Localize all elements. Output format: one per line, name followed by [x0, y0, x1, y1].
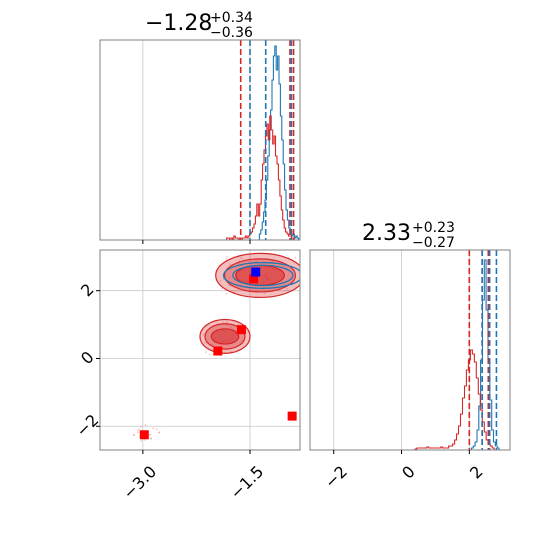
- scatter-sample-point: [240, 257, 243, 259]
- scatter-sample-point: [225, 324, 228, 326]
- hist-y-tick-label: 2: [466, 462, 487, 483]
- scatter-sample-point: [132, 433, 135, 436]
- scatter-sample-point: [225, 292, 228, 295]
- hist-y-blue-series: [310, 259, 510, 451]
- scatter-sample-point: [133, 434, 136, 437]
- scatter-sample-point: [137, 431, 140, 434]
- scatter-frame: [99, 249, 301, 451]
- scatter-sample-point: [136, 429, 139, 432]
- scatter-sample-point: [229, 350, 232, 353]
- scatter-sample-point: [221, 287, 223, 290]
- scatter-sample-point: [208, 353, 211, 356]
- scatter-y-tick-label: 0: [77, 347, 98, 368]
- histogram-y-panel: −2 0 2: [309, 249, 511, 492]
- scatter-sample-point: [150, 437, 153, 440]
- hist-y-red-series: [310, 349, 510, 451]
- scatter-sample-point: [226, 255, 229, 258]
- scatter-sample-point: [152, 427, 155, 430]
- red-square-marker: [287, 411, 297, 421]
- blue-contour: [232, 264, 294, 287]
- blue-square-marker: [251, 267, 261, 277]
- scatter-sample-point: [255, 260, 258, 263]
- scatter-sample-point: [204, 341, 206, 344]
- scatter-y-tick-label: −2: [72, 411, 102, 441]
- scatter-sample-point: [158, 431, 161, 434]
- scatter-sample-point: [140, 425, 142, 428]
- scatter-sample-point: [263, 292, 266, 295]
- scatter-sample-point: [229, 263, 231, 266]
- hist-x-frame: [99, 39, 301, 241]
- title-y-minus: −0.27: [412, 235, 455, 251]
- scatter-sample-point: [143, 439, 146, 441]
- scatter-sample-point: [156, 428, 158, 431]
- scatter-sample-point: [228, 276, 231, 279]
- title-x-minus: −0.36: [210, 25, 253, 41]
- scatter-sample-point: [149, 433, 152, 436]
- title-y-param: 2.33 +0.23 −0.27: [362, 220, 455, 251]
- scatter-sample-point: [158, 431, 160, 434]
- hist-y-tick-label: −2: [321, 462, 351, 492]
- scatter-sample-point: [149, 437, 152, 440]
- scatter-sample-point: [225, 258, 228, 261]
- red-square-marker: [249, 274, 259, 284]
- red-contour-inner: [210, 328, 240, 345]
- hist-x-blue-series: [100, 45, 300, 241]
- title-x-plus: +0.34: [210, 10, 253, 26]
- scatter-sample-point: [211, 343, 214, 346]
- scatter-y-tick-label: 2: [77, 280, 98, 301]
- scatter-sample-point: [205, 351, 207, 354]
- scatter-x-tick-label: −3.0: [119, 462, 160, 503]
- title-y-value: 2.33: [362, 221, 411, 246]
- scatter-sample-point: [144, 424, 147, 426]
- scatter-panel: −3.0 −1.5 −2 0 2: [72, 249, 301, 503]
- red-square-marker: [236, 325, 246, 335]
- red-square-marker: [139, 430, 149, 440]
- scatter-sample-point: [230, 326, 233, 329]
- scatter-sample-point: [140, 439, 143, 442]
- scatter-sample-point: [271, 260, 274, 263]
- histogram-x-panel: [99, 39, 301, 244]
- scatter-plot-area: [132, 252, 300, 442]
- title-x-value: −1.28: [145, 11, 212, 36]
- scatter-sample-point: [286, 287, 289, 290]
- scatter-x-tick-label: −1.5: [226, 462, 267, 503]
- hist-y-frame: [309, 249, 511, 451]
- scatter-sample-point: [202, 333, 205, 336]
- red-square-marker: [213, 346, 223, 356]
- blue-contour: [222, 261, 300, 289]
- scatter-sample-point: [138, 428, 141, 431]
- title-y-plus: +0.23: [412, 220, 455, 236]
- scatter-sample-point: [226, 321, 228, 324]
- scatter-sample-point: [237, 323, 240, 326]
- scatter-sample-point: [294, 256, 297, 259]
- hist-x-red-series: [100, 115, 300, 241]
- title-x-param: −1.28 +0.34 −0.36: [145, 10, 253, 41]
- scatter-sample-point: [219, 279, 222, 282]
- hist-y-tick-label: 0: [398, 462, 419, 483]
